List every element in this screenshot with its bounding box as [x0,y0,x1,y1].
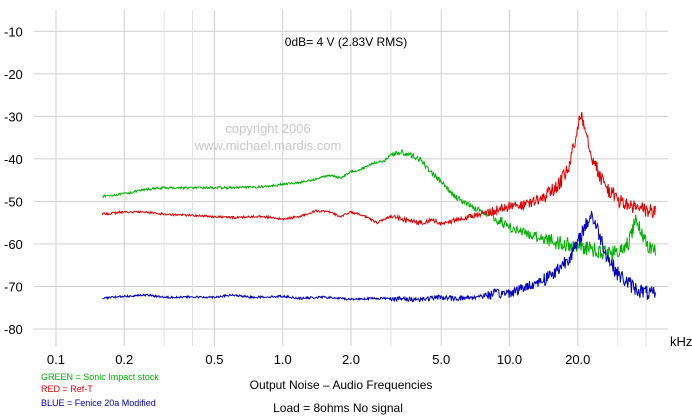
y-tick-label: -50 [4,194,23,209]
website-watermark: www.michael.mardis.com [194,138,342,153]
legend-red: RED = Ref-T [41,384,93,394]
series-line-blue [102,210,656,303]
y-tick-label: -10 [4,24,23,39]
copyright-watermark: copyright 2006 [225,121,310,136]
x-tick-label: 0.2 [115,352,133,367]
x-tick-label: 2.0 [342,352,360,367]
x-tick-labels: 0.1 0.2 0.5 1.0 2.0 5.0 10.0 20.0 [47,352,590,367]
y-tick-label: -20 [4,67,23,82]
reference-annotation: 0dB= 4 V (2.83V RMS) [285,35,407,49]
x-tick-label: 0.1 [47,352,65,367]
y-tick-label: -70 [4,279,23,294]
y-tick-label: -80 [4,322,23,337]
x-tick-label: 0.5 [205,352,223,367]
x-tick-label: 10.0 [497,352,522,367]
x-tick-label: 20.0 [565,352,590,367]
series-line-green [102,149,656,261]
y-tick-labels: -10 -20 -30 -40 -50 -60 -70 -80 [4,24,23,337]
y-tick-label: -30 [4,109,23,124]
x-unit-label: kHz [670,334,692,349]
grid [34,10,668,346]
load-caption: Load = 8ohms No signal [273,401,403,415]
x-tick-label: 5.0 [432,352,450,367]
y-tick-label: -40 [4,152,23,167]
series-lines [101,111,656,303]
legend-blue: BLUE = Fenice 20a Modified [41,398,156,408]
series-line-red [101,111,656,226]
x-tick-label: 1.0 [274,352,292,367]
y-tick-label: -60 [4,237,23,252]
legend-green: GREEN = Sonic Impact stock [41,372,159,382]
x-axis-title: Output Noise – Audio Frequencies [250,378,433,392]
